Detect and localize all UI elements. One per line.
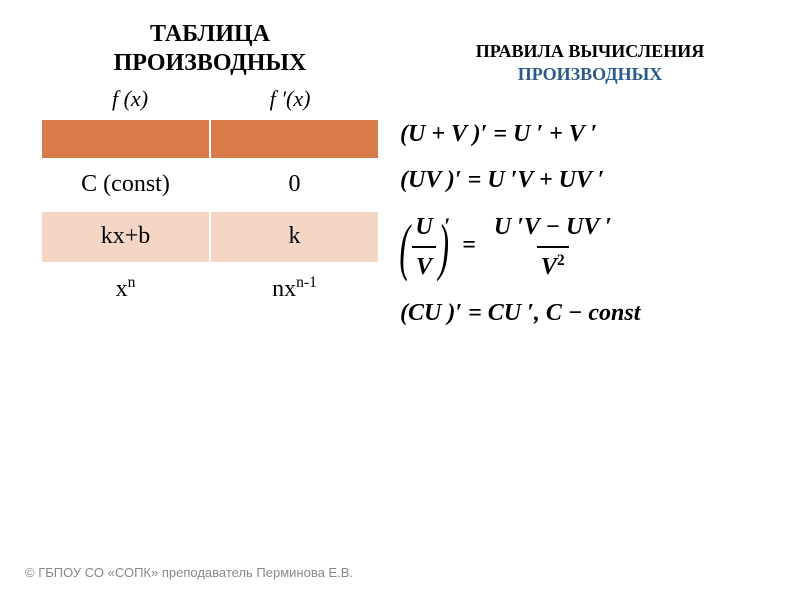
base: x: [284, 276, 296, 302]
table-math-header: f (x) f ′(x): [40, 86, 380, 112]
rules-title-line2: ПРОИЗВОДНЫХ: [518, 64, 663, 84]
fraction-left: U V: [411, 208, 436, 287]
title-line1: ТАБЛИЦА: [150, 21, 270, 47]
footer-text: © ГБПОУ СО «СОПК» преподаватель Перминов…: [25, 565, 353, 580]
cell-fpx: k: [210, 211, 379, 263]
derivative-table: C (const) 0 kx+b k xn nxn-1: [40, 118, 380, 316]
paren-left: (: [399, 215, 410, 279]
table-row: kx+b k: [41, 211, 379, 263]
rule-sum: (U + V )′ = U ′ + V ′: [400, 115, 780, 153]
equals: =: [462, 232, 476, 258]
den-exp: 2: [557, 252, 565, 269]
header-cell: [41, 119, 210, 159]
paren-right: ): [438, 215, 449, 279]
table-row: xn nxn-1: [41, 263, 379, 315]
rules-title-line1: ПРАВИЛА ВЫЧИСЛЕНИЯ: [476, 41, 704, 61]
cell-fpx: 0: [210, 159, 379, 211]
table-row: C (const) 0: [41, 159, 379, 211]
header-cell: [210, 119, 379, 159]
rules-list: (U + V )′ = U ′ + V ′ (UV )′ = U ′V + UV…: [400, 115, 780, 333]
coef: n: [272, 276, 284, 302]
right-column: ПРАВИЛА ВЫЧИСЛЕНИЯ ПРОИЗВОДНЫХ (U + V )′…: [400, 40, 780, 341]
header-fpx: f ′(x): [210, 86, 370, 112]
denominator: V2: [537, 246, 569, 286]
denominator: V: [412, 246, 436, 286]
base: x: [116, 276, 128, 302]
table-title: ТАБЛИЦА ПРОИЗВОДНЫХ: [40, 20, 380, 78]
rules-title: ПРАВИЛА ВЫЧИСЛЕНИЯ ПРОИЗВОДНЫХ: [400, 40, 780, 87]
rule-quotient: ( U V ) ′ = U ′V − UV ′ V2: [400, 208, 780, 287]
numerator: U: [411, 208, 436, 246]
exponent: n-1: [296, 274, 317, 291]
left-column: ТАБЛИЦА ПРОИЗВОДНЫХ f (x) f ′(x) C (cons…: [40, 20, 380, 316]
table-header-row: [41, 119, 379, 159]
cell-fpx: nxn-1: [210, 263, 379, 315]
title-line2: ПРОИЗВОДНЫХ: [114, 50, 307, 76]
exponent: n: [128, 274, 136, 291]
fraction-right: U ′V − UV ′ V2: [490, 208, 616, 287]
quotient-left: ( U V ): [400, 208, 448, 287]
cell-fx: xn: [41, 263, 210, 315]
cell-fx: kx+b: [41, 211, 210, 263]
rule-product: (UV )′ = U ′V + UV ′: [400, 161, 780, 199]
den-base: V: [541, 254, 557, 280]
rule-constant-multiple: (CU )′ = CU ′, C − const: [400, 294, 780, 332]
numerator: U ′V − UV ′: [490, 208, 616, 246]
cell-fx: C (const): [41, 159, 210, 211]
header-fx: f (x): [50, 86, 210, 112]
